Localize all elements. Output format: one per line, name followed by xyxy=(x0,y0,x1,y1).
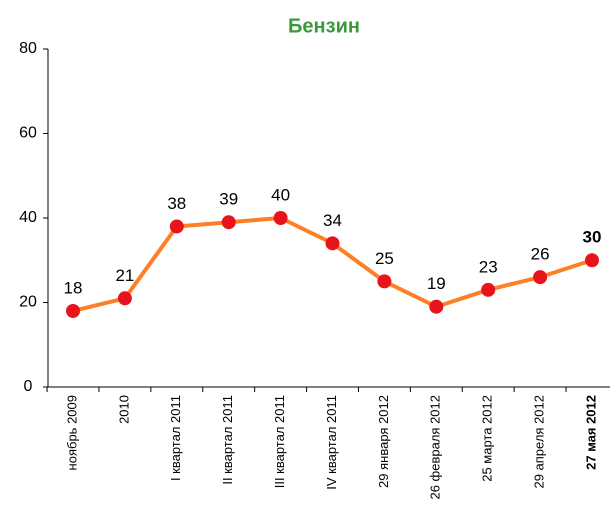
marker xyxy=(533,270,548,285)
line xyxy=(72,216,593,313)
data-label: 18 xyxy=(64,278,83,297)
x-tick-label: 25 марта 2012 xyxy=(480,395,495,482)
marker xyxy=(221,215,236,230)
marker xyxy=(585,253,599,268)
marker xyxy=(429,299,444,314)
data-label: 30 xyxy=(583,228,602,247)
x-tick-label: III квартал 2011 xyxy=(272,395,287,488)
data-label: 34 xyxy=(323,211,342,230)
x-tick-label: 29 января 2012 xyxy=(376,395,391,488)
x-tick-label: ноябрь 2009 xyxy=(64,395,79,470)
y-tick-label: 0 xyxy=(24,378,33,395)
x-tick-label: 27 мая 2012 xyxy=(583,395,598,470)
data-label: 23 xyxy=(479,257,498,276)
y-tick-label: 40 xyxy=(19,209,37,226)
x-tick-label: 2010 xyxy=(116,395,131,424)
x-tick-label: IV квартал 2011 xyxy=(324,395,339,490)
data-label: 19 xyxy=(427,274,446,293)
chart-title: Бензин xyxy=(288,15,360,37)
data-label: 40 xyxy=(271,185,290,204)
data-label: 26 xyxy=(531,245,550,264)
data-label: 25 xyxy=(375,249,394,268)
marker xyxy=(377,274,392,289)
y-tick-label: 20 xyxy=(19,294,37,311)
data-label: 21 xyxy=(115,266,134,285)
marker xyxy=(325,236,340,251)
x-tick-label: 29 апреля 2012 xyxy=(532,395,547,489)
x-tick-label: II квартал 2011 xyxy=(220,395,235,485)
data-label: 39 xyxy=(219,190,238,209)
data-label: 38 xyxy=(167,194,186,213)
x-tick-label: 26 февраля 2012 xyxy=(428,395,443,500)
y-tick-label: 80 xyxy=(19,40,37,57)
marker xyxy=(169,219,184,234)
marker xyxy=(117,291,132,306)
marker xyxy=(273,211,288,225)
marker xyxy=(481,282,496,297)
x-tick-label: I квартал 2011 xyxy=(168,395,183,481)
marker xyxy=(66,303,80,318)
y-tick-label: 60 xyxy=(19,125,37,142)
